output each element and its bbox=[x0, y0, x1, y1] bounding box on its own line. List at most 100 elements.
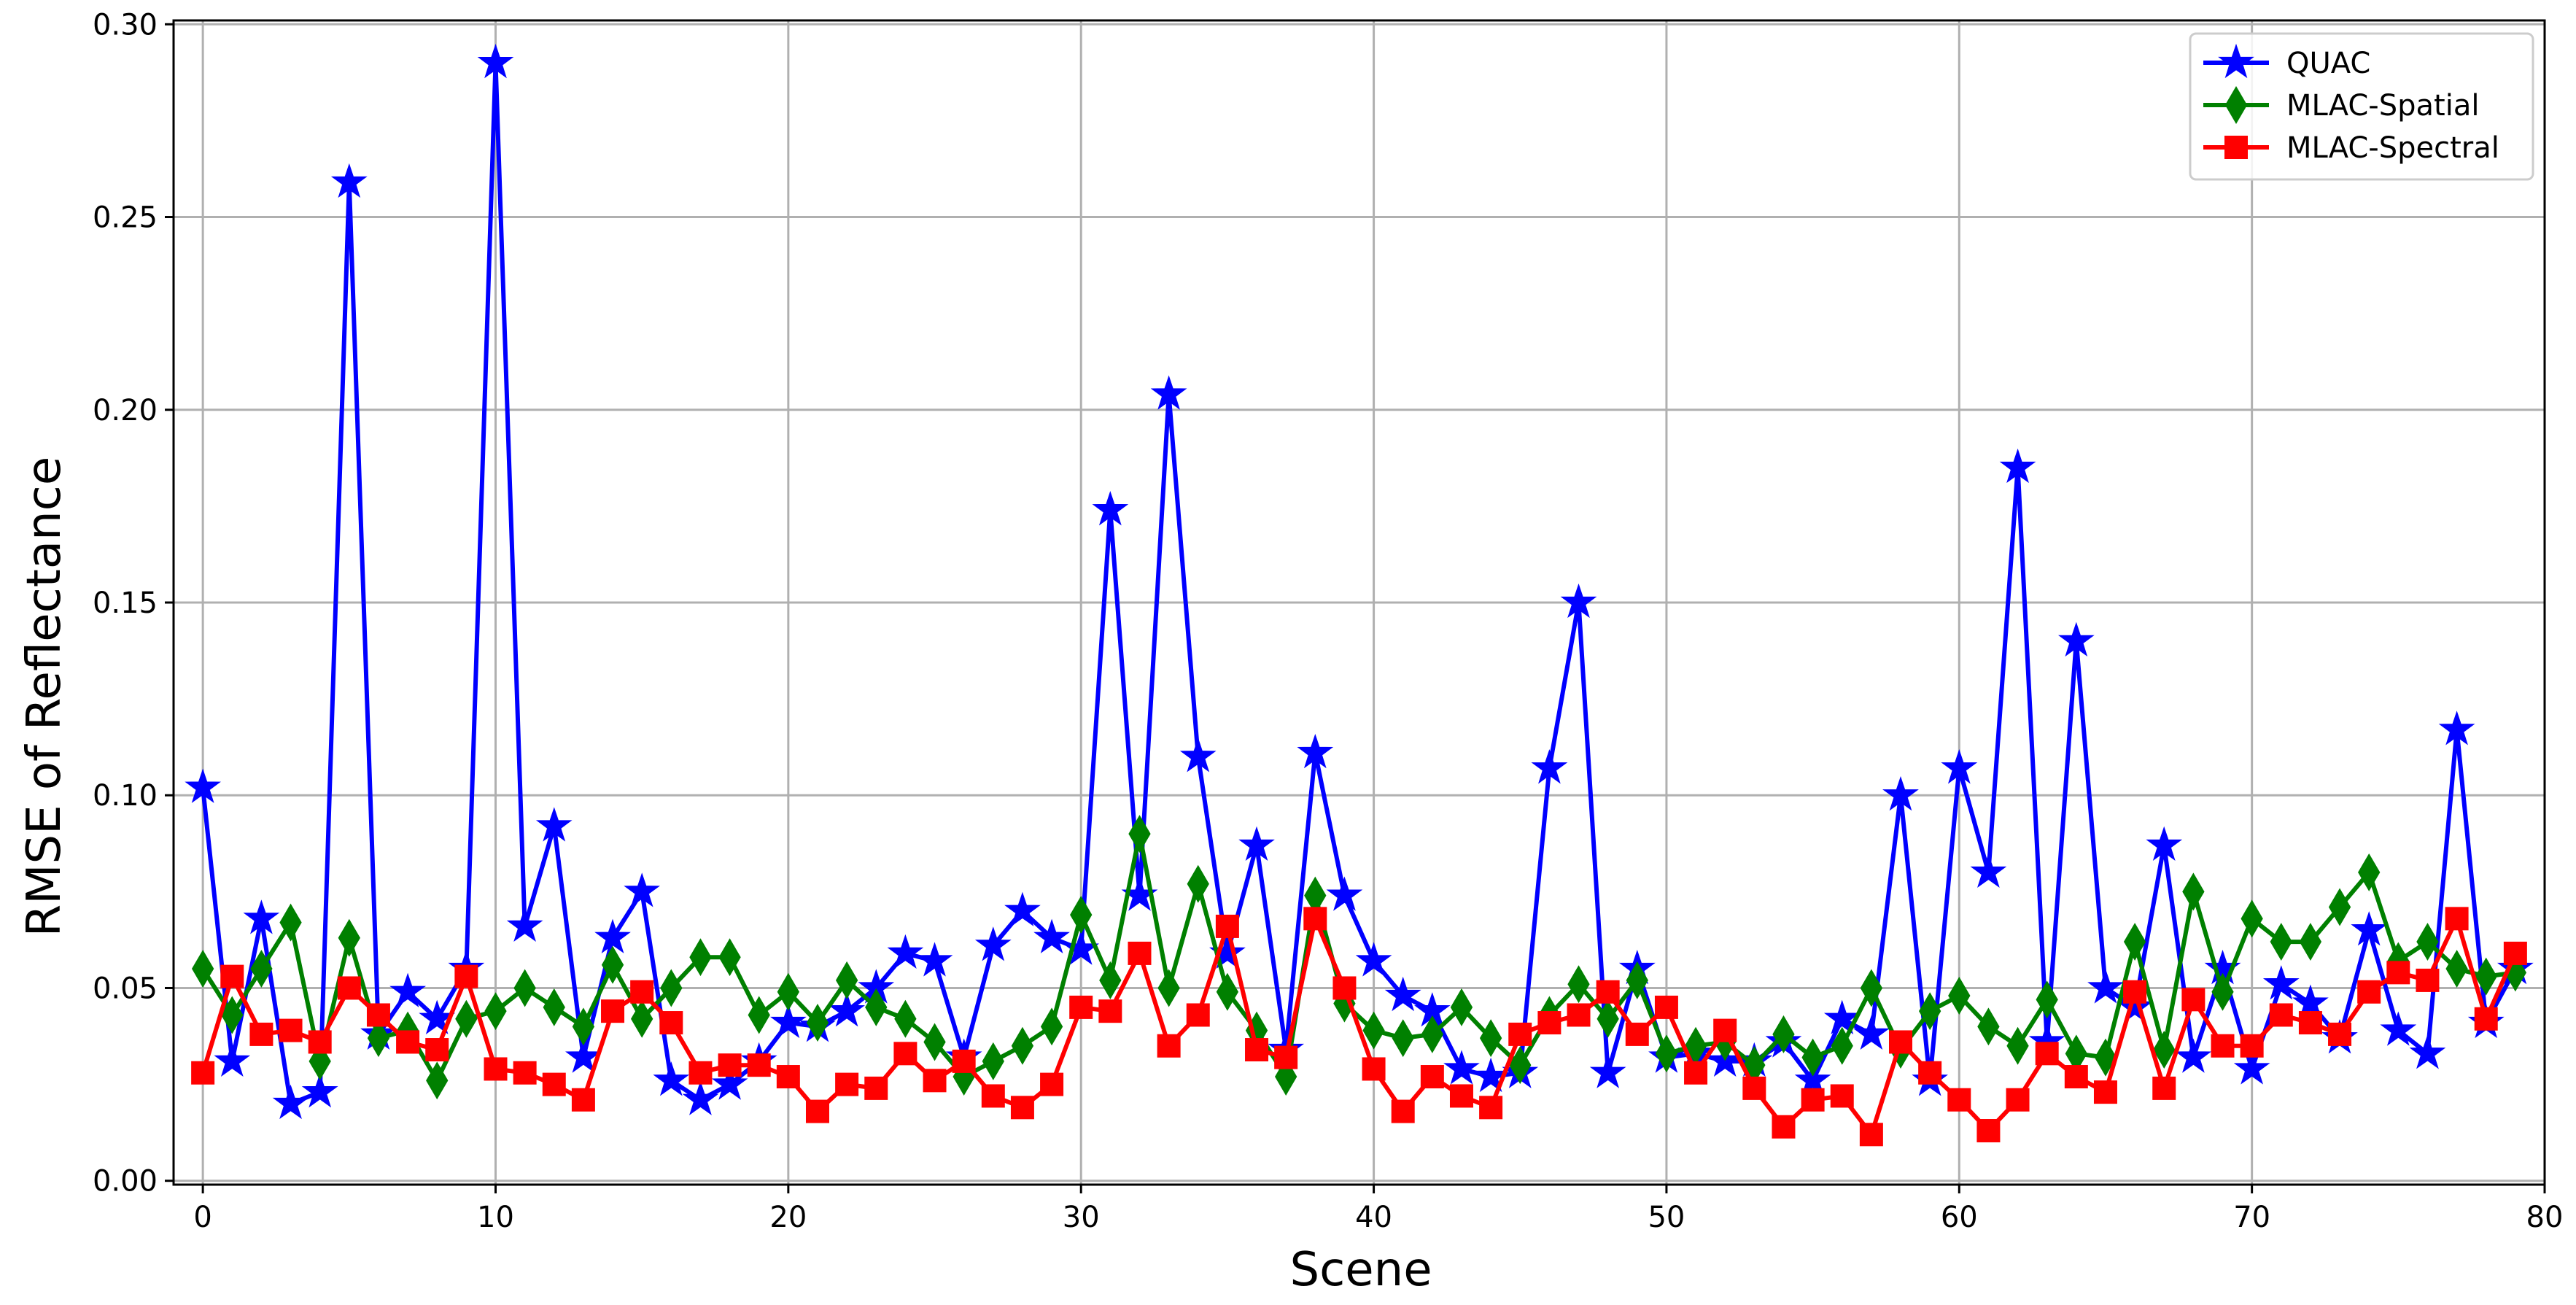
data-point-mlac-spectral bbox=[1976, 1119, 2001, 1143]
legend: QUAC MLAC-Spatial MLAC-Spectral bbox=[2189, 32, 2534, 181]
data-point-mlac-spectral bbox=[1186, 1003, 1210, 1027]
data-point-mlac-spectral bbox=[630, 980, 654, 1004]
y-tick-label: 0.10 bbox=[93, 779, 158, 813]
data-point-mlac-spatial bbox=[689, 938, 712, 977]
data-point-mlac-spatial bbox=[2211, 972, 2234, 1011]
y-tick-label: 0.30 bbox=[93, 8, 158, 42]
data-point-mlac-spectral bbox=[688, 1061, 713, 1085]
axis-ticks: 0 10 20 30 40 50 60 70 80 0.00 0.05 0.10 0.15 0.20 0.2… bbox=[93, 8, 2564, 1234]
data-point-mlac-spatial bbox=[2182, 872, 2205, 911]
data-point-quac bbox=[594, 918, 631, 953]
data-point-mlac-spatial bbox=[1450, 988, 1473, 1026]
data-point-mlac-spectral bbox=[2152, 1076, 2176, 1100]
data-point-mlac-spectral bbox=[1420, 1065, 1444, 1089]
data-point-quac bbox=[2117, 988, 2153, 1023]
data-point-quac bbox=[1941, 749, 1978, 784]
data-point-quac bbox=[214, 1042, 251, 1077]
data-point-quac bbox=[389, 972, 427, 1007]
data-point-quac bbox=[2175, 1038, 2212, 1073]
data-point-mlac-spatial bbox=[1157, 969, 1180, 1007]
x-tick-label: 30 bbox=[1063, 1201, 1100, 1234]
data-point-quac bbox=[1384, 976, 1421, 1012]
data-point-quac bbox=[2087, 969, 2124, 1004]
data-point-quac bbox=[419, 999, 456, 1034]
data-point-mlac-spatial bbox=[2153, 1031, 2176, 1069]
series-mlac-spectral bbox=[191, 907, 2527, 1147]
data-point-mlac-spectral bbox=[923, 1069, 947, 1093]
data-point-mlac-spectral bbox=[2445, 907, 2469, 931]
grid bbox=[174, 20, 2546, 1185]
data-point-quac bbox=[565, 1038, 602, 1073]
data-point-mlac-spatial bbox=[338, 918, 360, 957]
data-point-mlac-spectral bbox=[1098, 999, 1122, 1023]
data-point-mlac-spatial bbox=[2445, 950, 2468, 988]
data-point-mlac-spatial bbox=[865, 988, 888, 1026]
data-point-quac bbox=[624, 872, 660, 907]
data-point-mlac-spectral bbox=[2211, 1034, 2235, 1058]
data-point-mlac-spectral bbox=[1069, 995, 1093, 1019]
data-point-quac bbox=[2351, 911, 2388, 946]
data-point-mlac-spectral bbox=[513, 1061, 537, 1085]
y-tick-label: 0.25 bbox=[93, 201, 158, 235]
data-point-mlac-spectral bbox=[366, 1003, 390, 1027]
data-point-mlac-spectral bbox=[1362, 1057, 1386, 1081]
legend-label-mlac-spatial: MLAC-Spatial bbox=[2286, 89, 2479, 123]
data-point-quac bbox=[1033, 918, 1070, 953]
data-point-quac bbox=[1589, 1053, 1626, 1088]
data-point-mlac-spectral bbox=[2064, 1065, 2088, 1089]
data-point-mlac-spatial bbox=[513, 969, 536, 1007]
data-point-mlac-spectral bbox=[1889, 1030, 1913, 1054]
data-point-mlac-spectral bbox=[2093, 1080, 2117, 1104]
data-point-mlac-spectral bbox=[1449, 1084, 1473, 1108]
data-point-mlac-spatial bbox=[894, 999, 917, 1038]
x-tick-label: 20 bbox=[769, 1201, 807, 1234]
x-tick-label: 0 bbox=[193, 1201, 212, 1234]
data-point-mlac-spectral bbox=[454, 964, 478, 988]
data-point-mlac-spectral bbox=[337, 976, 361, 1000]
data-point-quac bbox=[829, 992, 865, 1027]
data-point-mlac-spectral bbox=[1742, 1076, 1766, 1100]
data-point-mlac-spatial bbox=[660, 969, 683, 1007]
x-tick-label: 50 bbox=[1648, 1201, 1685, 1234]
data-point-quac bbox=[1443, 1050, 1480, 1085]
x-tick-label: 40 bbox=[1355, 1201, 1392, 1234]
data-point-mlac-spatial bbox=[2270, 923, 2292, 961]
data-series bbox=[185, 43, 2534, 1147]
y-tick-label: 0.05 bbox=[93, 972, 158, 1005]
data-point-mlac-spectral bbox=[2416, 968, 2440, 992]
data-point-mlac-spatial bbox=[2358, 853, 2381, 891]
data-point-mlac-spectral bbox=[2503, 941, 2527, 965]
data-point-mlac-spatial bbox=[1040, 1007, 1063, 1046]
x-tick-label: 10 bbox=[477, 1201, 514, 1234]
data-point-mlac-spectral bbox=[2474, 1007, 2498, 1031]
data-point-quac bbox=[1531, 749, 1568, 784]
x-tick-label: 80 bbox=[2526, 1201, 2564, 1234]
data-point-mlac-spectral bbox=[659, 1011, 683, 1035]
data-point-quac bbox=[535, 807, 573, 842]
data-point-mlac-spectral bbox=[1479, 1096, 1503, 1120]
data-point-mlac-spectral bbox=[2386, 961, 2410, 985]
data-point-quac bbox=[2438, 710, 2475, 746]
data-point-quac bbox=[653, 1061, 690, 1096]
data-point-mlac-spectral bbox=[2240, 1034, 2264, 1058]
data-point-mlac-spatial bbox=[1421, 1015, 1443, 1053]
data-point-mlac-spatial bbox=[982, 1042, 1004, 1080]
data-point-mlac-spatial bbox=[1567, 965, 1590, 1004]
data-point-mlac-spatial bbox=[484, 992, 507, 1031]
data-point-quac bbox=[301, 1073, 338, 1108]
data-point-mlac-spectral bbox=[279, 1018, 303, 1042]
data-point-mlac-spectral bbox=[2357, 980, 2381, 1004]
y-axis-label: RMSE of Reflectance bbox=[18, 457, 71, 937]
data-point-quac bbox=[1882, 776, 1919, 811]
data-point-mlac-spectral bbox=[835, 1072, 859, 1096]
data-point-quac bbox=[2409, 1034, 2446, 1069]
data-point-quac bbox=[2292, 984, 2329, 1019]
data-point-mlac-spatial bbox=[367, 1019, 390, 1058]
data-point-mlac-spectral bbox=[396, 1030, 420, 1054]
data-point-mlac-spectral bbox=[571, 1088, 595, 1112]
data-point-mlac-spectral bbox=[2035, 1042, 2059, 1066]
data-point-mlac-spectral bbox=[1772, 1115, 1796, 1139]
data-point-quac bbox=[916, 942, 953, 977]
data-point-mlac-spatial bbox=[572, 1007, 595, 1046]
